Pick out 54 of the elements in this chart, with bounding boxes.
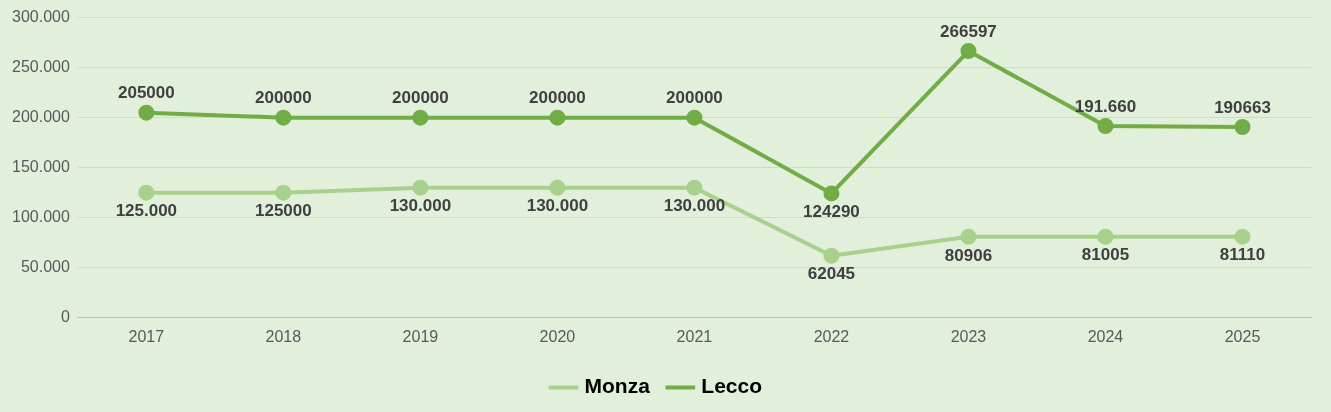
point [138, 104, 155, 121]
y-tick-label: 300.000 [11, 8, 70, 26]
point [275, 109, 292, 126]
y-tick-label: 0 [60, 308, 70, 326]
y-tick-label: 200.000 [11, 108, 70, 126]
data-label: 80906 [944, 245, 993, 265]
x-tick-label: 2024 [1087, 327, 1124, 345]
data-label: 81005 [1081, 245, 1130, 265]
point [412, 179, 429, 196]
data-label: 190663 [1214, 97, 1271, 117]
point [275, 184, 292, 201]
point [1234, 119, 1251, 136]
x-tick-label: 2023 [950, 327, 987, 345]
data-label: 125.000 [115, 201, 178, 221]
point [823, 247, 840, 264]
point [549, 179, 566, 196]
data-label: 200000 [529, 88, 586, 108]
legend-label: Monza [584, 374, 651, 398]
x-tick-label: 2017 [128, 327, 165, 345]
data-label: 205000 [117, 83, 175, 103]
data-label: 130.000 [663, 196, 726, 216]
x-tick-label: 2022 [813, 327, 850, 345]
legend-label: Lecco [701, 374, 763, 398]
data-label: 62045 [807, 264, 856, 284]
data-label: 124290 [803, 202, 860, 222]
point [960, 43, 977, 60]
data-label: 200000 [255, 88, 312, 108]
data-label: 130.000 [526, 196, 589, 216]
point [1097, 228, 1114, 245]
x-tick-label: 2025 [1224, 327, 1261, 345]
point [1097, 118, 1114, 135]
data-label: 130.000 [389, 196, 452, 216]
y-tick-label: 250.000 [11, 58, 70, 76]
data-label: 125000 [255, 201, 312, 221]
y-tick-label: 150.000 [11, 158, 70, 176]
point [686, 109, 703, 126]
point [138, 184, 155, 201]
y-tick-label: 100.000 [11, 208, 70, 226]
x-tick-label: 2019 [402, 327, 439, 345]
point [960, 228, 977, 245]
point [1234, 228, 1251, 245]
data-label: 200000 [666, 88, 723, 108]
point [549, 109, 566, 126]
x-tick-label: 2020 [539, 327, 576, 345]
point [686, 179, 703, 196]
data-label: 200000 [392, 88, 449, 108]
point [823, 185, 840, 202]
x-tick-label: 2021 [676, 327, 713, 345]
data-label: 81110 [1219, 245, 1266, 265]
data-label: 266597 [940, 21, 997, 41]
y-tick-label: 50.000 [20, 258, 70, 276]
data-label: 191.660 [1074, 96, 1137, 116]
point [412, 109, 429, 126]
x-tick-label: 2018 [265, 327, 302, 345]
